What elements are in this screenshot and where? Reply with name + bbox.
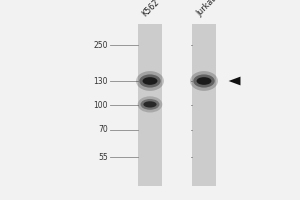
Text: Jurkat: Jurkat	[195, 0, 218, 18]
Ellipse shape	[140, 99, 160, 110]
Ellipse shape	[138, 96, 162, 112]
Text: K562: K562	[141, 0, 161, 18]
Ellipse shape	[193, 74, 215, 88]
Text: 100: 100	[94, 100, 108, 110]
Bar	[138, 24, 162, 186]
Ellipse shape	[139, 74, 161, 88]
Ellipse shape	[196, 77, 211, 85]
Text: 130: 130	[94, 76, 108, 86]
Ellipse shape	[142, 77, 158, 85]
Ellipse shape	[190, 71, 218, 91]
Text: 250: 250	[94, 40, 108, 49]
Ellipse shape	[136, 71, 164, 91]
Ellipse shape	[143, 101, 157, 108]
Text: 70: 70	[98, 126, 108, 134]
Bar	[192, 24, 216, 186]
Polygon shape	[229, 77, 241, 85]
Text: 55: 55	[98, 152, 108, 162]
